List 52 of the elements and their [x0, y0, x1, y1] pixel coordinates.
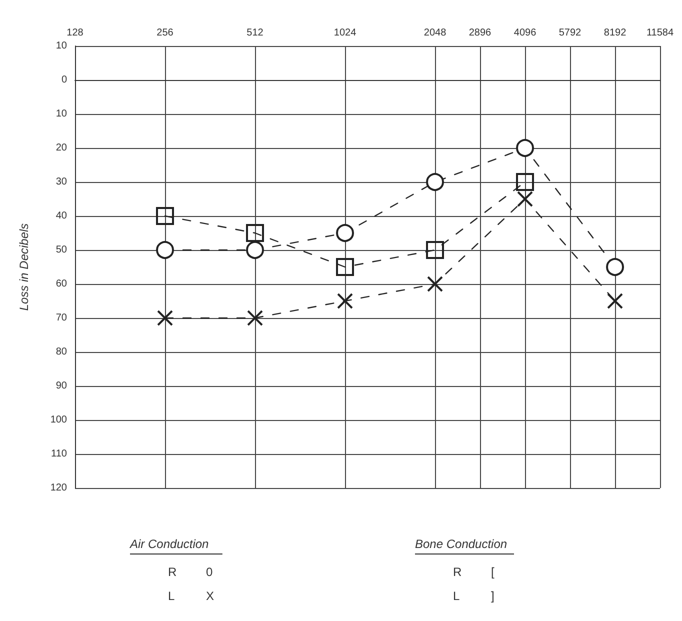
x-tick-label: 512 [246, 28, 264, 38]
y-tick-label: 20 [56, 142, 68, 154]
point [426, 241, 444, 259]
x-tick-label: 1024 [334, 28, 357, 38]
y-tick-label: 90 [56, 380, 68, 392]
point [426, 173, 444, 191]
point [336, 224, 354, 242]
text: Air Conduction [129, 537, 210, 551]
point [246, 241, 264, 259]
y-tick-label: 0 [61, 74, 68, 86]
y-tick-label: 70 [56, 312, 68, 324]
text: L [168, 589, 175, 603]
text: Bone Conduction [415, 537, 508, 551]
point [156, 207, 174, 225]
y-axis-title: Loss in Decibels [17, 223, 31, 311]
x-tick-label: 11584 [646, 28, 674, 38]
point [607, 293, 624, 309]
x-tick-label: 4096 [514, 28, 537, 38]
point [516, 173, 534, 191]
x-tick-label: 5792 [558, 28, 582, 38]
y-tick-label: 30 [56, 176, 68, 188]
y-tick-label: 60 [56, 278, 68, 290]
y-tick-label: 10 [56, 40, 68, 52]
point [516, 139, 534, 157]
point [157, 310, 173, 326]
point [246, 224, 264, 242]
text: 0 [206, 565, 213, 579]
x-tick-label: 128 [66, 28, 84, 38]
text: R [453, 565, 462, 579]
point [336, 258, 354, 276]
point [337, 293, 354, 309]
text: L [453, 589, 460, 603]
x-tick-label: 256 [156, 28, 174, 38]
y-tick-label: 80 [56, 346, 68, 358]
x-tick-label: 2048 [424, 28, 447, 38]
x-tick-label: 2896 [468, 28, 492, 38]
point [606, 258, 624, 276]
y-tick-label: 120 [50, 482, 68, 494]
y-tick-label: 50 [56, 244, 68, 256]
text: [ [491, 565, 495, 579]
text: R [168, 565, 177, 579]
point [517, 191, 534, 207]
point [427, 276, 444, 292]
y-tick-label: 10 [56, 108, 68, 120]
text: X [206, 589, 214, 603]
text: ] [491, 589, 494, 603]
point [156, 241, 174, 259]
x-tick-label: 8192 [604, 28, 627, 38]
y-tick-label: 110 [51, 448, 68, 460]
point [247, 310, 264, 326]
y-tick-label: 40 [56, 210, 68, 222]
y-tick-label: 100 [50, 414, 68, 426]
